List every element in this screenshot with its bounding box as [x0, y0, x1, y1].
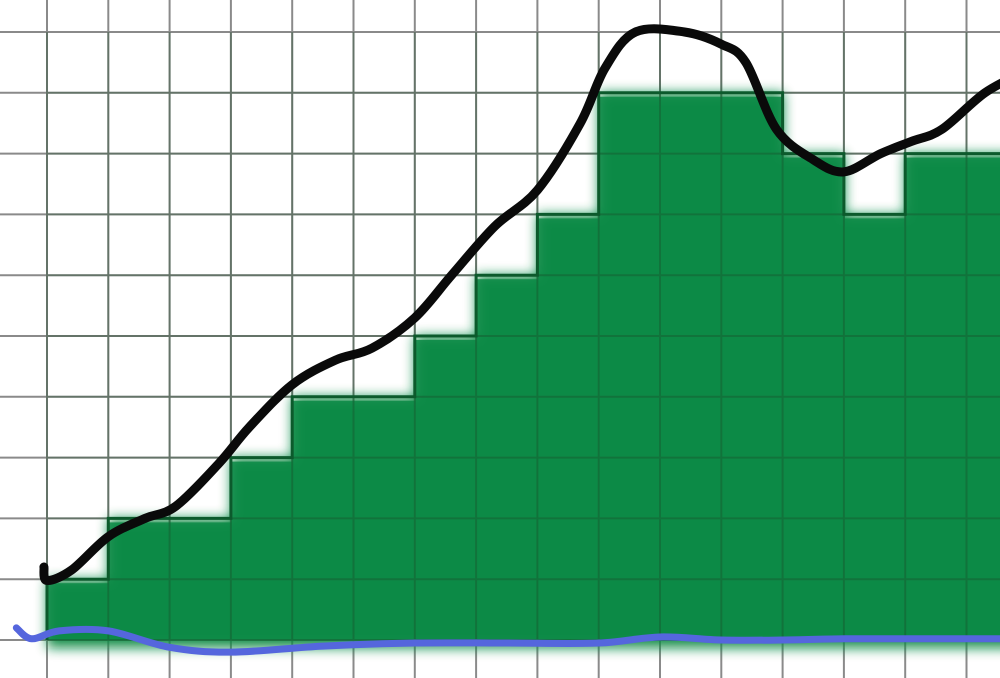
step-outline: [45, 91, 1000, 640]
step-solid-col-11: [721, 96, 784, 641]
step-solid-col-7: [476, 279, 539, 640]
step-solid-col-14: [905, 157, 968, 640]
curves: [12, 24, 1000, 656]
step-solid-col-13: [843, 218, 907, 640]
step-solid-col-10: [660, 96, 723, 641]
step-solid-col-5: [353, 400, 416, 640]
step-solid-col-8: [537, 218, 600, 640]
step-solid-col-3: [230, 461, 294, 640]
step-solid-col-2: [169, 522, 232, 640]
step-solid-col-1: [108, 522, 171, 640]
step-solid-col-15: [966, 157, 1000, 640]
green-fill-area: [46, 32, 1000, 649]
staircase-outline: [45, 91, 1000, 640]
step-solid-col-6: [414, 340, 478, 640]
step-solid-col-4: [292, 400, 355, 640]
step-solid-col-9: [598, 96, 661, 641]
blue-baseline-curve: [12, 624, 1000, 656]
black-curve: [39, 24, 1000, 585]
step-solid-col-12: [782, 157, 845, 640]
